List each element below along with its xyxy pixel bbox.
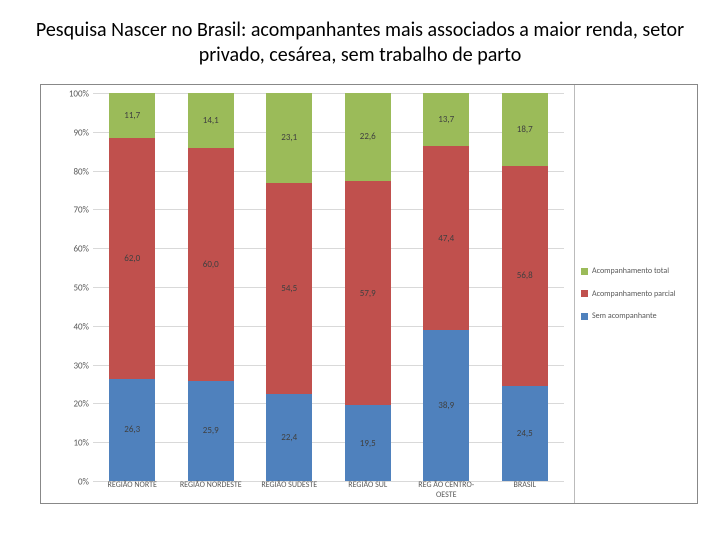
bar-segment: 56,8 (502, 166, 548, 386)
bar-segment: 22,4 (266, 394, 312, 481)
x-tick-label: REGIÃO SUDESTE (252, 480, 327, 500)
legend-label: Sem acompanhante (592, 312, 657, 321)
y-tick-label: 30% (49, 360, 89, 371)
bar-segment: 14,1 (188, 93, 234, 148)
bar-segment: 13,7 (423, 93, 469, 146)
x-tick-label: REGIÃO NORTE (95, 480, 170, 500)
y-tick-label: 20% (49, 399, 89, 410)
legend-label: Acompanhamento parcial (592, 290, 676, 299)
x-axis-labels: REGIÃO NORTEREGIÃO NORDESTEREGIÃO SUDEST… (93, 480, 564, 500)
bar-column: 19,557,922,6 (345, 93, 391, 481)
legend-swatch (581, 313, 588, 320)
x-tick-label: REGIÃO SUL (330, 480, 405, 500)
bars-container: 26,362,011,7 25,960,014,1 22,454,523,1 19,5… (93, 93, 564, 481)
page-title: Pesquisa Nascer no Brasil: acompanhantes… (0, 0, 720, 76)
y-tick-label: 70% (49, 205, 89, 216)
y-tick-label: 80% (49, 166, 89, 177)
y-tick-label: 10% (49, 438, 89, 449)
bar-segment: 24,5 (502, 386, 548, 481)
legend-item: Acompanhamento parcial (581, 290, 691, 299)
y-tick-label: 0% (49, 477, 89, 488)
bar-column: 24,556,818,7 (502, 93, 548, 481)
bar-segment: 47,4 (423, 146, 469, 330)
x-tick-label: REGIÃO NORDESTE (173, 480, 248, 500)
bar-segment: 38,9 (423, 330, 469, 481)
bar-segment: 62,0 (109, 138, 155, 379)
bar-segment: 23,1 (266, 93, 312, 183)
y-tick-label: 60% (49, 244, 89, 255)
bar-column: 25,960,014,1 (188, 93, 234, 481)
y-tick-label: 90% (49, 127, 89, 138)
x-tick-label: BRASIL (487, 480, 562, 500)
bar-column: 38,947,413,7 (423, 93, 469, 481)
legend: Acompanhamento total Acompanhamento parci… (575, 85, 697, 503)
bar-segment: 19,5 (345, 405, 391, 481)
legend-swatch (581, 290, 588, 297)
bar-segment: 26,3 (109, 379, 155, 481)
legend-swatch (581, 268, 588, 275)
bar-segment: 60,0 (188, 148, 234, 381)
bar-segment: 18,7 (502, 93, 548, 166)
legend-item: Acompanhamento total (581, 267, 691, 276)
plot-area: 0% 10% 20% 30% 40% 50% 60% 70% 80% 90% 100% 26,362… (41, 85, 575, 503)
y-tick-label: 100% (49, 89, 89, 100)
bar-segment: 11,7 (109, 93, 155, 138)
bar-segment: 54,5 (266, 183, 312, 394)
bar-column: 22,454,523,1 (266, 93, 312, 481)
x-tick-label: REG ÃO CENTRO-OESTE (409, 480, 484, 500)
chart-frame: 0% 10% 20% 30% 40% 50% 60% 70% 80% 90% 100% 26,362… (40, 84, 698, 504)
bar-segment: 22,6 (345, 93, 391, 181)
bar-segment: 25,9 (188, 381, 234, 481)
y-tick-label: 50% (49, 283, 89, 294)
bar-column: 26,362,011,7 (109, 93, 155, 481)
y-tick-label: 40% (49, 321, 89, 332)
bar-segment: 57,9 (345, 181, 391, 406)
legend-item: Sem acompanhante (581, 312, 691, 321)
legend-label: Acompanhamento total (592, 267, 669, 276)
